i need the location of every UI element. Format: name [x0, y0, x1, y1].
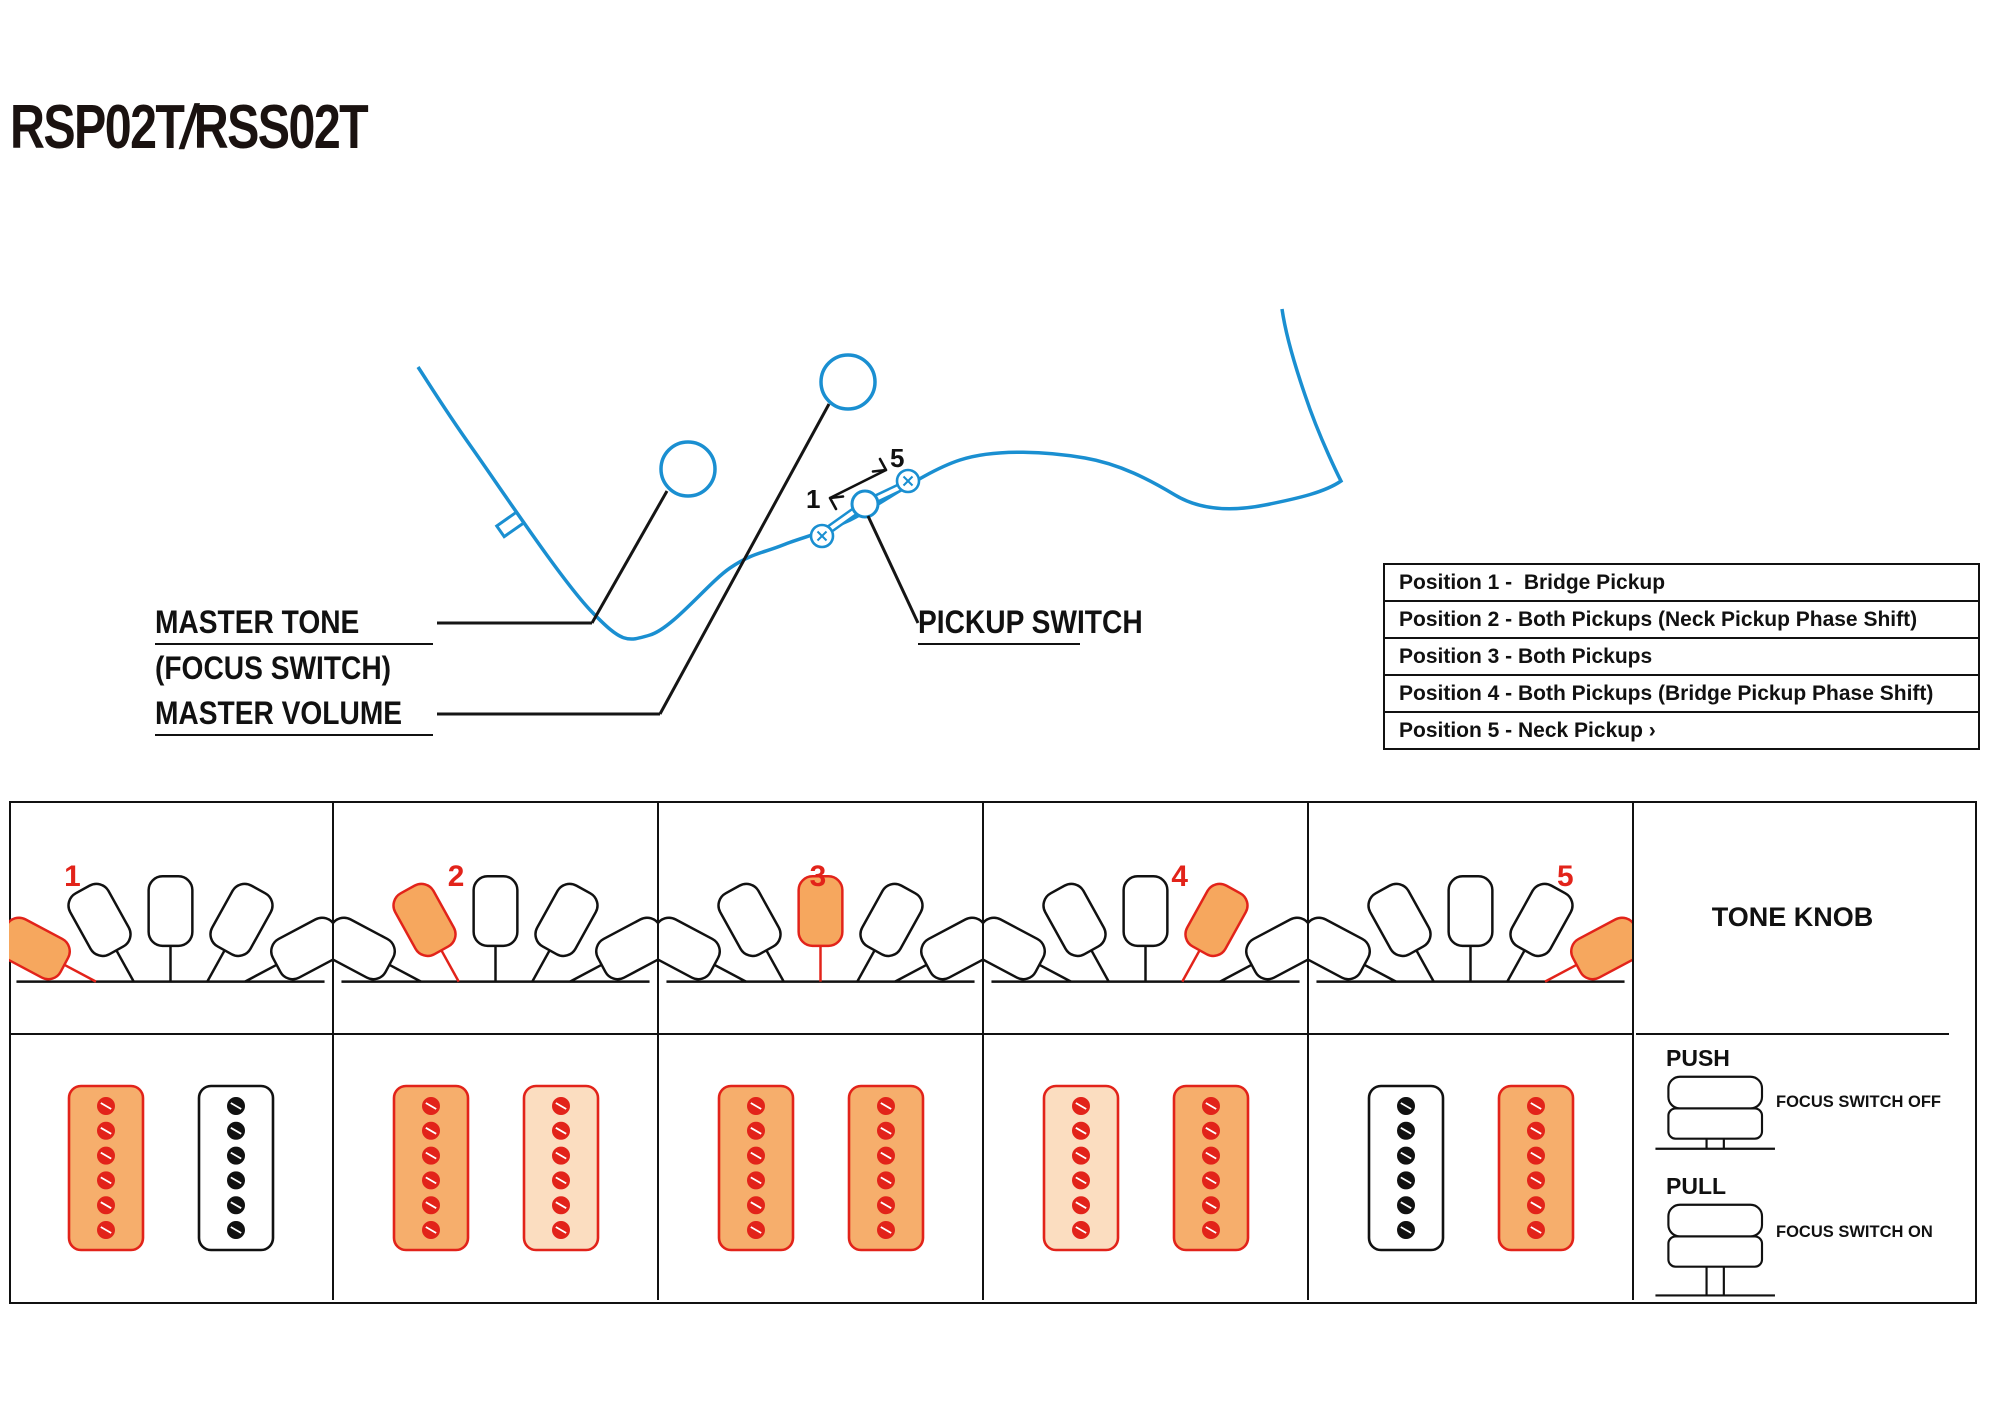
svg-text:MASTER VOLUME: MASTER VOLUME: [155, 696, 402, 731]
svg-text:5: 5: [890, 443, 904, 473]
svg-text:4: 4: [1171, 860, 1188, 893]
svg-text:MASTER TONE: MASTER TONE: [155, 605, 359, 640]
svg-text:1: 1: [806, 484, 820, 514]
svg-text:2: 2: [448, 860, 465, 893]
svg-text:PICKUP SWITCH: PICKUP SWITCH: [918, 605, 1143, 640]
svg-text:3: 3: [810, 860, 827, 893]
svg-text:5: 5: [1557, 860, 1574, 893]
svg-text:(FOCUS SWITCH): (FOCUS SWITCH): [155, 651, 391, 686]
svg-text:1: 1: [64, 860, 81, 893]
